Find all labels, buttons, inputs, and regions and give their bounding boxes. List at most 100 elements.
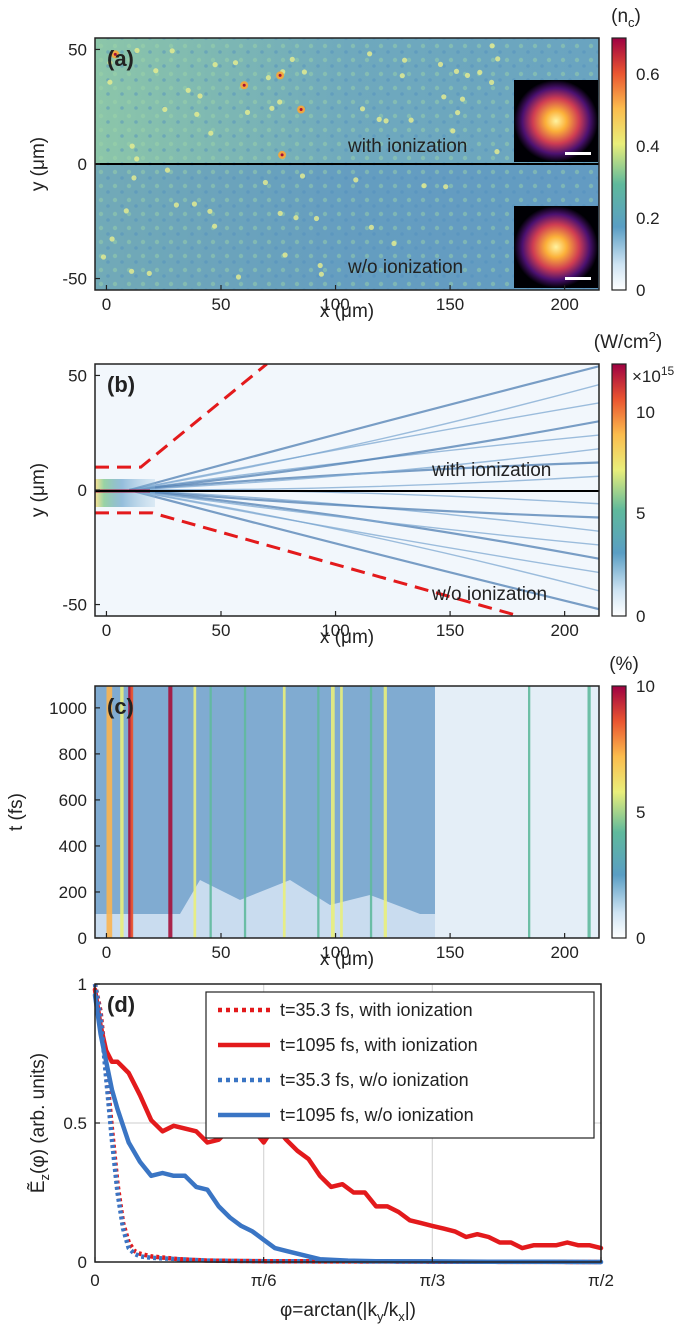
hotspot [450, 128, 456, 134]
colorbar-b [611, 363, 627, 617]
series-line-1 [92, 987, 604, 1251]
hotspot [317, 262, 323, 269]
y-axis-label: y (μm) [28, 137, 49, 191]
hotspot [277, 99, 283, 105]
y-tick-label: 400 [59, 837, 87, 856]
panel-b-label: (b) [107, 372, 135, 397]
hotspot [169, 48, 175, 54]
hotspot [353, 177, 359, 183]
hotspot [399, 73, 405, 79]
x-tick-label: 100 [321, 943, 349, 962]
y-tick-label: 0 [78, 481, 87, 500]
colorbar-tick: 10 [636, 403, 655, 422]
filament [129, 402, 599, 491]
hotspot [109, 236, 115, 242]
panel-c-heatmap [95, 686, 599, 938]
panel-b-heatmap [95, 364, 599, 616]
colorbar-tick: 5 [636, 504, 645, 523]
beam-core [95, 479, 155, 507]
hotspot [402, 57, 408, 63]
hotspot [191, 201, 197, 207]
stripe [120, 686, 124, 938]
hotspot [391, 240, 397, 247]
y-tick-label: 0 [78, 155, 87, 174]
colorbar-c [611, 685, 627, 939]
x-tick-label: 50 [212, 621, 231, 640]
hotspot-core [280, 153, 284, 157]
x-axis-label: x (μm) [320, 949, 374, 970]
y-tick-label: 0 [78, 929, 87, 948]
hotspot [235, 274, 242, 280]
x-tick-label: π/6 [251, 1271, 277, 1290]
hotspot-core [299, 108, 303, 111]
hotspot [408, 117, 414, 123]
x-tick-label: 0 [102, 295, 111, 314]
hotspot [197, 93, 203, 99]
x-tick-label: 100 [321, 295, 349, 314]
hotspot [129, 143, 135, 149]
hotspot [376, 116, 382, 122]
stripe [128, 686, 133, 938]
filament [129, 488, 599, 519]
hotspot [289, 56, 295, 63]
y-tick-label: 200 [59, 883, 87, 902]
legend-label: t=1095 fs, w/o ionization [280, 1105, 474, 1125]
hotspot [359, 106, 366, 112]
hotspot [131, 175, 137, 181]
hotspot [123, 208, 129, 214]
hotspot [318, 271, 324, 277]
x-axis-label: x (μm) [320, 301, 374, 322]
annotation-with-ionization: with ionization [431, 460, 551, 481]
filament [129, 489, 599, 574]
stripe [193, 686, 197, 938]
inset-spot-without-ionization [514, 206, 598, 288]
panel-b-axes: 0 50 100 150 200 50 0 -50 [62, 366, 578, 640]
filament [129, 475, 599, 491]
hotspot [100, 254, 107, 260]
hotspot [173, 202, 179, 208]
panel-a-label: (a) [107, 46, 134, 71]
hotspot [489, 79, 495, 85]
hotspot [244, 109, 251, 115]
colorbar-a-label: (nc) [611, 6, 641, 30]
hotspot [107, 79, 113, 85]
legend-label: t=35.3 fs, w/o ionization [280, 1070, 469, 1090]
filament [129, 420, 599, 492]
colorbar-a [611, 37, 627, 291]
x-tick-label: π/3 [419, 1271, 445, 1290]
legend: t=35.3 fs, with ionization t=1095 fs, wit… [205, 991, 595, 1139]
y-tick-label: 50 [68, 366, 87, 385]
hotspot [153, 68, 159, 74]
colorbar-b-ticks: 10 5 0 [636, 403, 655, 626]
legend-entries: t=35.3 fs, with ionization t=1095 fs, wit… [218, 1000, 478, 1125]
colorbar-a-ticks: 0.6 0.4 0.2 0 [636, 65, 660, 300]
y-axis-label: y (μm) [28, 463, 49, 517]
stripe [282, 686, 286, 938]
hotspot [293, 215, 299, 221]
x-tick-label: 50 [212, 943, 231, 962]
hotspot [194, 111, 200, 117]
colorbar-tick: 10 [636, 677, 655, 696]
hotspot [477, 69, 483, 75]
hotspot [443, 184, 449, 190]
hotspot [164, 167, 171, 173]
x-tick-label: 0 [102, 943, 111, 962]
x-tick-label: 0 [102, 621, 111, 640]
hotspot [208, 130, 214, 136]
panel-d: (d) 0 π/6 π/3 π/2 1 0.5 0 t=35.3 fs, with ioni… [27, 975, 614, 1324]
hotspot [437, 61, 444, 67]
annotation-with-ionization: with ionization [347, 136, 467, 157]
y-tick-label: 0.5 [63, 1114, 87, 1133]
stripe [168, 686, 173, 938]
stripe [383, 686, 387, 938]
panel-c-axes: 0 50 100 150 200 1000 800 600 400 200 0 [49, 699, 579, 962]
stripe [106, 686, 113, 938]
colorbar-c-ticks: 10 5 0 [636, 677, 655, 948]
hotspot-core [278, 73, 282, 77]
panel-d-axes: 0 π/6 π/3 π/2 1 0.5 0 [63, 975, 614, 1290]
panel-c-stripes [106, 686, 591, 938]
x-tick-label: 150 [436, 943, 464, 962]
panel-b: (b) with ionization w/o ionization 0 50 10… [28, 329, 675, 648]
filament [129, 489, 599, 592]
